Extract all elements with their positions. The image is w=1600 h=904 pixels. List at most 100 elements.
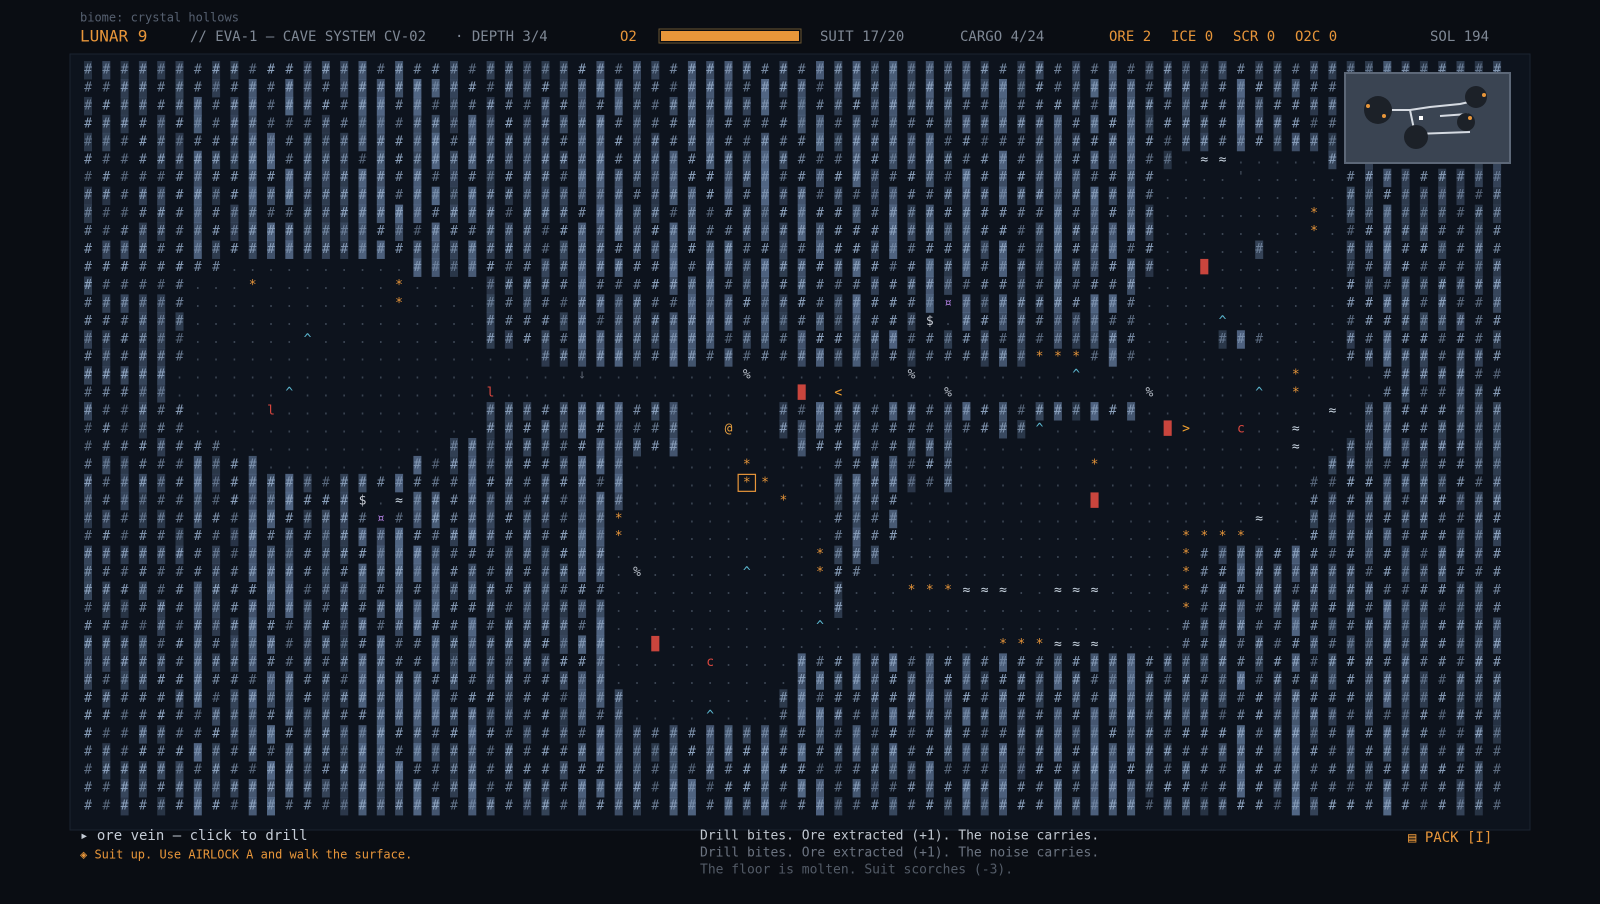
ice-crystal: ^ — [816, 619, 824, 634]
rock-wall: # — [578, 116, 586, 131]
rock-wall: # — [1109, 332, 1117, 347]
floor: . — [359, 386, 367, 401]
floor: . — [706, 601, 714, 616]
rock-wall: # — [596, 296, 604, 311]
rock-wall: # — [981, 655, 989, 670]
floor: . — [981, 511, 989, 526]
rock-wall: # — [1347, 260, 1355, 275]
rock-wall: # — [505, 781, 513, 796]
rock-wall: # — [1365, 422, 1373, 437]
rock-wall: # — [1237, 134, 1245, 149]
rock-wall: # — [249, 529, 257, 544]
rock-wall: # — [450, 80, 458, 95]
rock-wall: # — [102, 134, 110, 149]
rock-wall: # — [285, 619, 293, 634]
rock-wall: # — [560, 691, 568, 706]
floor: . — [1127, 422, 1135, 437]
rock-wall: # — [633, 260, 641, 275]
rock-wall: # — [798, 260, 806, 275]
floor: . — [395, 368, 403, 383]
rock-wall: # — [450, 439, 458, 454]
rock-wall: # — [1365, 781, 1373, 796]
rock-wall: # — [121, 80, 129, 95]
rock-wall: # — [1054, 80, 1062, 95]
rock-wall: # — [84, 116, 92, 131]
wall-shade — [212, 150, 221, 170]
rock-wall: # — [871, 529, 879, 544]
rock-wall: # — [102, 691, 110, 706]
rock-wall: # — [1219, 691, 1227, 706]
rock-wall: # — [340, 98, 348, 113]
wall-shade — [559, 186, 568, 206]
rock-wall: # — [725, 224, 733, 239]
rock-wall: # — [853, 511, 861, 526]
floor: . — [688, 565, 696, 580]
wall-shade — [596, 78, 605, 98]
rock-wall: # — [944, 673, 952, 688]
wall-shade — [1090, 78, 1099, 98]
wall-shade — [907, 204, 916, 224]
rock-wall: # — [121, 493, 129, 508]
floor: . — [230, 332, 238, 347]
rock-wall: # — [1127, 332, 1135, 347]
floor: . — [706, 457, 714, 472]
rock-wall: # — [194, 655, 202, 670]
magma: █ — [650, 635, 659, 652]
ore-vein: * — [1292, 368, 1300, 383]
pack-button[interactable]: ▤ PACK [I] — [1408, 830, 1492, 846]
rock-wall: # — [1255, 601, 1263, 616]
rock-wall: # — [1310, 80, 1318, 95]
wall-shade — [1017, 186, 1026, 206]
rock-wall: # — [761, 63, 769, 78]
rock-wall: # — [1383, 63, 1391, 78]
floor: . — [285, 368, 293, 383]
rock-wall: # — [1402, 655, 1410, 670]
wall-shade — [1127, 150, 1136, 170]
rock-wall: # — [1402, 475, 1410, 490]
rock-wall: # — [889, 98, 897, 113]
rock-wall: # — [798, 134, 806, 149]
rock-wall: # — [450, 673, 458, 688]
rock-wall: # — [1292, 98, 1300, 113]
rock-wall: # — [908, 457, 916, 472]
rock-wall: # — [542, 206, 550, 221]
floor: . — [1310, 368, 1318, 383]
floor: . — [779, 475, 787, 490]
rock-wall: # — [1127, 206, 1135, 221]
rock-wall: # — [1145, 116, 1153, 131]
wall-shade — [1072, 61, 1081, 80]
wall-shade — [395, 222, 404, 242]
wall-shade — [138, 96, 147, 116]
rock-wall: # — [139, 170, 147, 185]
floor: . — [1127, 386, 1135, 401]
wall-shade — [797, 330, 806, 349]
rock-wall: # — [596, 439, 604, 454]
wall-shade — [925, 168, 934, 188]
floor: . — [359, 314, 367, 329]
rock-wall: # — [761, 134, 769, 149]
rock-wall: # — [505, 296, 513, 311]
floor: . — [1164, 170, 1172, 185]
rock-wall: # — [249, 727, 257, 742]
rock-wall: # — [1091, 206, 1099, 221]
floor: . — [1182, 493, 1190, 508]
rock-wall: # — [688, 727, 696, 742]
floor: . — [468, 296, 476, 311]
rock-wall: # — [377, 242, 385, 257]
rock-wall: # — [908, 152, 916, 167]
rock-wall: # — [633, 206, 641, 221]
resource: ORE 2 — [1109, 29, 1151, 45]
rock-wall: # — [432, 152, 440, 167]
wall-shade — [358, 204, 367, 224]
floor: . — [761, 565, 769, 580]
rock-wall: # — [395, 727, 403, 742]
rock-wall: # — [285, 763, 293, 778]
floor: . — [267, 278, 275, 293]
rock-wall: # — [230, 763, 238, 778]
rock-wall: # — [889, 224, 897, 239]
floor: . — [1219, 493, 1227, 508]
rock-wall: # — [688, 170, 696, 185]
rock-wall: # — [1091, 763, 1099, 778]
rock-wall: # — [1420, 457, 1428, 472]
